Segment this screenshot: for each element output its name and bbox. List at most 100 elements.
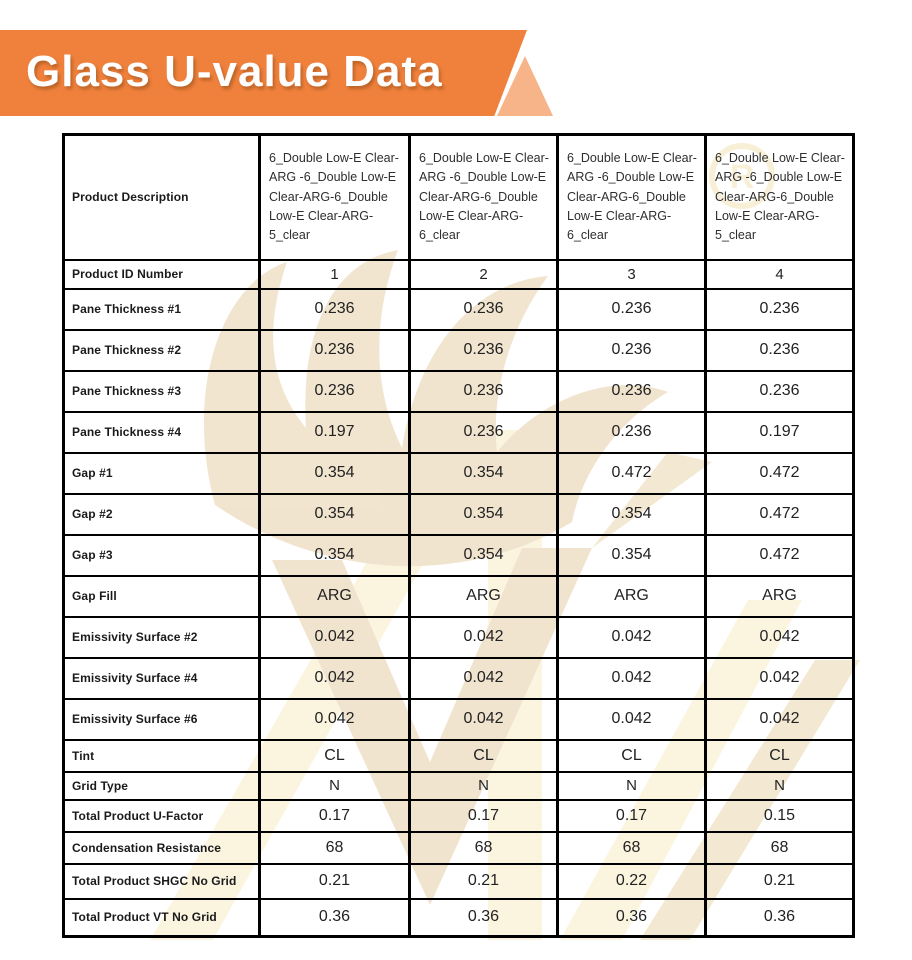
cell-product-description-4: 6_Double Low-E Clear- ARG -6_Double Low-…	[704, 133, 855, 261]
cell-condres-1: 68	[258, 830, 411, 865]
table-row: Tint CL CL CL CL	[62, 738, 855, 773]
cell-pane3-4: 0.236	[704, 369, 855, 413]
row-label-tint: Tint	[62, 738, 261, 773]
table-row: Total Product SHGC No Grid 0.21 0.21 0.2…	[62, 862, 855, 900]
row-label-pane-thickness-4: Pane Thickness #4	[62, 410, 261, 454]
cell-gap3-1: 0.354	[258, 533, 411, 577]
table-row: Gap #2 0.354 0.354 0.354 0.472	[62, 492, 855, 536]
cell-pane2-1: 0.236	[258, 328, 411, 372]
cell-tint-4: CL	[704, 738, 855, 773]
glass-uvalue-table: Product Description 6_Double Low-E Clear…	[62, 133, 855, 938]
cell-pane1-3: 0.236	[556, 287, 707, 331]
cell-gap1-2: 0.354	[408, 451, 559, 495]
row-label-shgc: Total Product SHGC No Grid	[62, 862, 261, 900]
cell-gap1-4: 0.472	[704, 451, 855, 495]
cell-emis4-2: 0.042	[408, 656, 559, 700]
cell-product-description-1: 6_Double Low-E Clear- ARG -6_Double Low-…	[258, 133, 411, 261]
cell-product-description-2: 6_Double Low-E Clear- ARG -6_Double Low-…	[408, 133, 559, 261]
table-row: Pane Thickness #4 0.197 0.236 0.236 0.19…	[62, 410, 855, 454]
table-row: Product Description 6_Double Low-E Clear…	[62, 133, 855, 261]
title-banner: Glass U-value Data	[0, 30, 560, 116]
row-label-condensation-resistance: Condensation Resistance	[62, 830, 261, 865]
cell-gap2-1: 0.354	[258, 492, 411, 536]
cell-vt-3: 0.36	[556, 897, 707, 938]
cell-emis6-3: 0.042	[556, 697, 707, 741]
cell-condres-2: 68	[408, 830, 559, 865]
table-row: Gap Fill ARG ARG ARG ARG	[62, 574, 855, 618]
cell-gap2-4: 0.472	[704, 492, 855, 536]
cell-pane2-4: 0.236	[704, 328, 855, 372]
cell-gap2-3: 0.354	[556, 492, 707, 536]
row-label-emissivity-4: Emissivity Surface #4	[62, 656, 261, 700]
cell-vt-1: 0.36	[258, 897, 411, 938]
table-row: Emissivity Surface #4 0.042 0.042 0.042 …	[62, 656, 855, 700]
cell-pane4-2: 0.236	[408, 410, 559, 454]
cell-ufactor-1: 0.17	[258, 798, 411, 833]
row-label-emissivity-6: Emissivity Surface #6	[62, 697, 261, 741]
cell-vt-2: 0.36	[408, 897, 559, 938]
cell-pane2-3: 0.236	[556, 328, 707, 372]
cell-emis2-3: 0.042	[556, 615, 707, 659]
table-row: Pane Thickness #2 0.236 0.236 0.236 0.23…	[62, 328, 855, 372]
cell-gapfill-3: ARG	[556, 574, 707, 618]
cell-product-id-1: 1	[258, 258, 411, 290]
row-label-pane-thickness-3: Pane Thickness #3	[62, 369, 261, 413]
cell-gap3-3: 0.354	[556, 533, 707, 577]
cell-product-id-2: 2	[408, 258, 559, 290]
cell-pane2-2: 0.236	[408, 328, 559, 372]
cell-gridtype-4: N	[704, 770, 855, 801]
cell-gridtype-3: N	[556, 770, 707, 801]
cell-emis6-4: 0.042	[704, 697, 855, 741]
cell-shgc-2: 0.21	[408, 862, 559, 900]
row-label-pane-thickness-2: Pane Thickness #2	[62, 328, 261, 372]
cell-tint-2: CL	[408, 738, 559, 773]
cell-gap1-3: 0.472	[556, 451, 707, 495]
cell-shgc-3: 0.22	[556, 862, 707, 900]
table-row: Gap #1 0.354 0.354 0.472 0.472	[62, 451, 855, 495]
cell-emis6-2: 0.042	[408, 697, 559, 741]
row-label-grid-type: Grid Type	[62, 770, 261, 801]
cell-emis4-4: 0.042	[704, 656, 855, 700]
row-label-gap-3: Gap #3	[62, 533, 261, 577]
cell-pane1-4: 0.236	[704, 287, 855, 331]
row-label-vt: Total Product VT No Grid	[62, 897, 261, 938]
cell-ufactor-2: 0.17	[408, 798, 559, 833]
table-row: Emissivity Surface #6 0.042 0.042 0.042 …	[62, 697, 855, 741]
cell-gapfill-4: ARG	[704, 574, 855, 618]
cell-gap3-4: 0.472	[704, 533, 855, 577]
cell-shgc-4: 0.21	[704, 862, 855, 900]
cell-ufactor-4: 0.15	[704, 798, 855, 833]
row-label-gap-2: Gap #2	[62, 492, 261, 536]
cell-emis6-1: 0.042	[258, 697, 411, 741]
cell-emis2-1: 0.042	[258, 615, 411, 659]
row-label-emissivity-2: Emissivity Surface #2	[62, 615, 261, 659]
cell-pane3-3: 0.236	[556, 369, 707, 413]
cell-pane3-1: 0.236	[258, 369, 411, 413]
table-row: Pane Thickness #1 0.236 0.236 0.236 0.23…	[62, 287, 855, 331]
cell-gapfill-1: ARG	[258, 574, 411, 618]
cell-tint-3: CL	[556, 738, 707, 773]
table-row: Emissivity Surface #2 0.042 0.042 0.042 …	[62, 615, 855, 659]
banner-ribbon	[0, 30, 527, 116]
table-row: Pane Thickness #3 0.236 0.236 0.236 0.23…	[62, 369, 855, 413]
cell-pane1-2: 0.236	[408, 287, 559, 331]
cell-ufactor-3: 0.17	[556, 798, 707, 833]
row-label-gap-1: Gap #1	[62, 451, 261, 495]
page-title: Glass U-value Data	[26, 47, 443, 96]
cell-emis2-4: 0.042	[704, 615, 855, 659]
cell-gap2-2: 0.354	[408, 492, 559, 536]
cell-gap3-2: 0.354	[408, 533, 559, 577]
cell-pane4-4: 0.197	[704, 410, 855, 454]
cell-product-id-4: 4	[704, 258, 855, 290]
cell-emis2-2: 0.042	[408, 615, 559, 659]
table-row: Gap #3 0.354 0.354 0.354 0.472	[62, 533, 855, 577]
table-row: Total Product VT No Grid 0.36 0.36 0.36 …	[62, 897, 855, 938]
row-label-gap-fill: Gap Fill	[62, 574, 261, 618]
row-label-u-factor: Total Product U-Factor	[62, 798, 261, 833]
table-row: Total Product U-Factor 0.17 0.17 0.17 0.…	[62, 798, 855, 833]
cell-condres-4: 68	[704, 830, 855, 865]
table-row: Condensation Resistance 68 68 68 68	[62, 830, 855, 865]
cell-tint-1: CL	[258, 738, 411, 773]
cell-product-description-3: 6_Double Low-E Clear- ARG -6_Double Low-…	[556, 133, 707, 261]
cell-condres-3: 68	[556, 830, 707, 865]
